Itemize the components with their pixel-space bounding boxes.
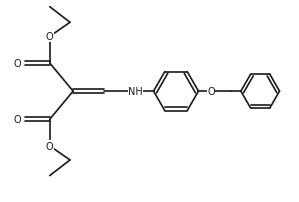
Text: O: O xyxy=(13,59,21,69)
Text: NH: NH xyxy=(128,87,143,97)
Text: O: O xyxy=(46,141,54,151)
Text: O: O xyxy=(207,87,215,97)
Text: O: O xyxy=(13,115,21,125)
Text: O: O xyxy=(46,32,54,42)
